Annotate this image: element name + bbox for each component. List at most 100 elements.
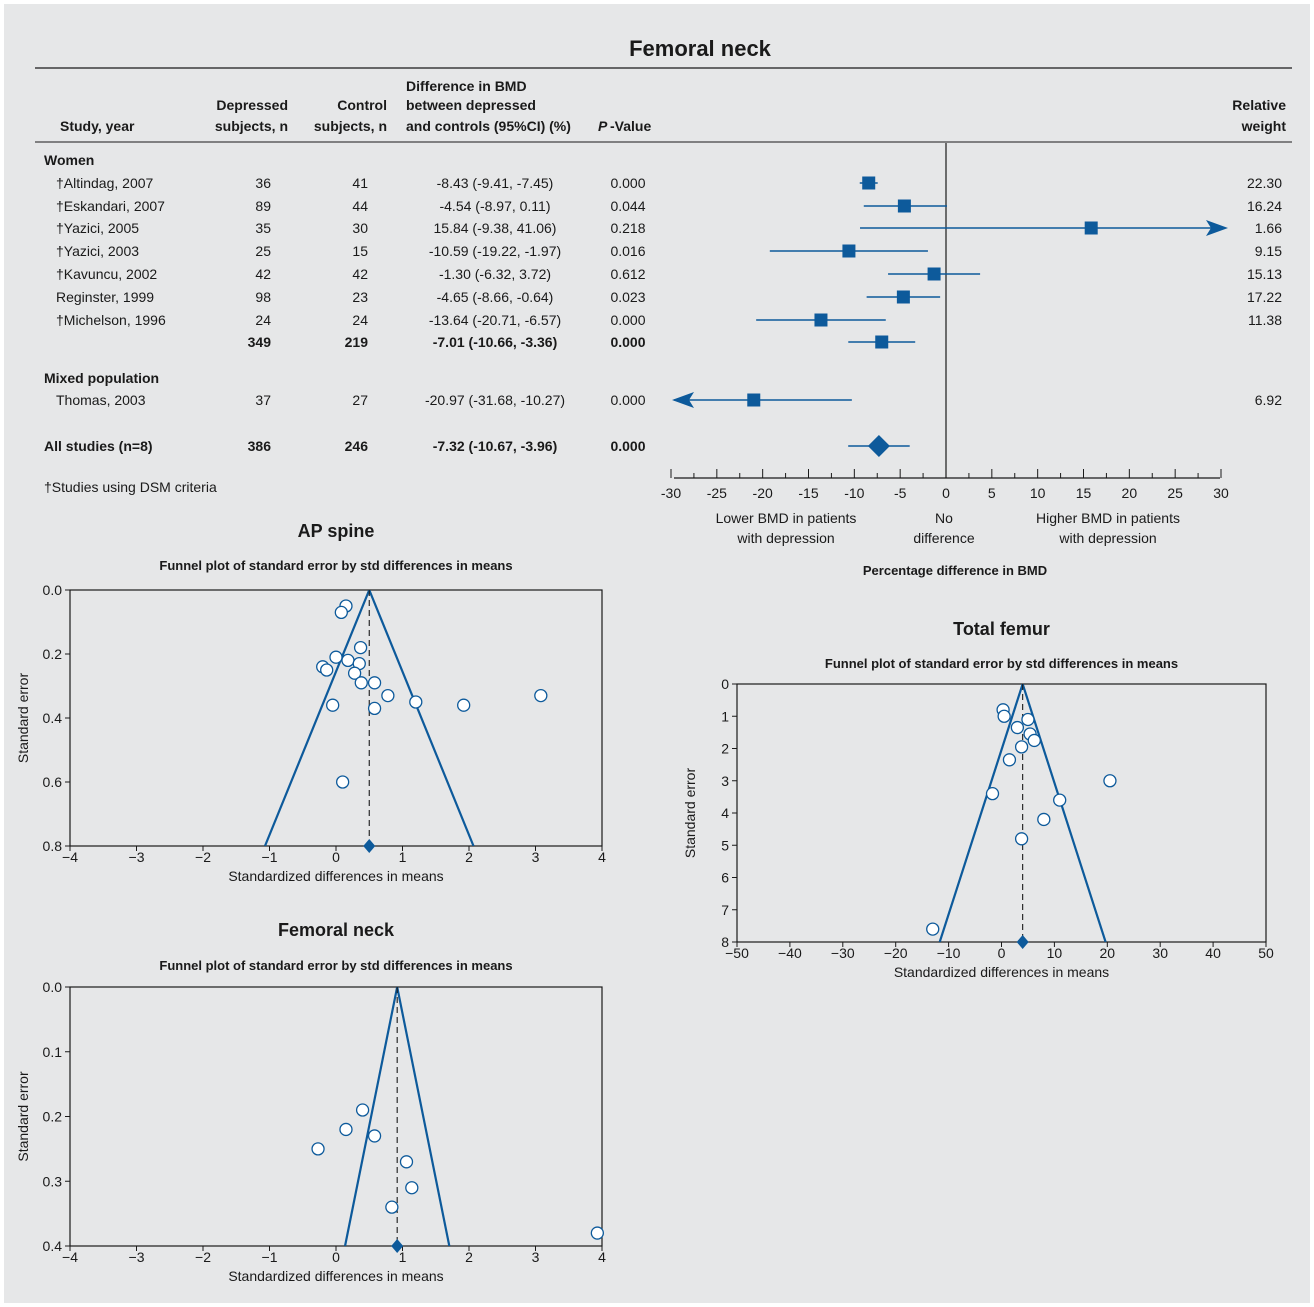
forest-x-label: Percentage difference in BMD [863,563,1047,578]
x-tick-label: 0 [332,849,340,865]
funnel-y-label: Standard error [15,1071,31,1162]
relative-weight: 22.30 [1247,175,1282,191]
y-tick-label: 3 [721,773,729,789]
study-point [1014,740,1029,754]
control-n: 42 [352,266,368,282]
plot-frame [736,683,1267,943]
difference-ci: 15.84 (-9.38, 41.06) [434,220,557,236]
study-point [457,698,471,712]
depressed-n: 89 [255,198,271,214]
study-label: †Eskandari, 2007 [56,198,165,214]
funnel-right-line [368,590,475,846]
difference-ci: -20.97 (-31.68, -10.27) [425,392,565,408]
y-tick-label: 0.0 [43,582,63,598]
footnote: †Studies using DSM criteria [44,479,217,495]
study-point [339,1122,353,1137]
caption-no-difference: No [935,510,953,526]
control-n: 24 [352,312,368,328]
forest-title: Femoral neck [629,36,772,61]
x-tick-label: -15 [798,485,818,501]
x-tick-label: −1 [262,1249,278,1265]
y-tick-label: 1 [721,708,729,724]
study-point [320,663,334,677]
caption-no-difference: difference [913,530,974,546]
study-point [1002,753,1017,767]
p-value: 0.000 [610,392,645,408]
x-tick-label: −1 [262,849,278,865]
x-tick-label: 50 [1258,945,1274,961]
header-depressed: subjects, n [215,118,288,134]
relative-weight: 11.38 [1248,312,1282,328]
x-tick-label: 3 [532,849,540,865]
summary-diamond [391,1239,404,1253]
x-tick-label: 4 [598,849,606,865]
funnel-subtitle: Funnel plot of standard error by std dif… [825,656,1178,671]
x-tick-label: −50 [725,945,749,961]
study-point [534,688,548,703]
x-tick-label: 4 [598,1249,606,1265]
study-point [367,1129,382,1143]
p-value: 0.000 [610,438,645,454]
control-n: 44 [352,198,368,214]
p-value: 0.044 [610,198,645,214]
study-point [335,775,350,789]
ci-arrow [672,392,694,408]
p-value: 0.000 [610,312,645,328]
plot-frame [69,589,603,847]
funnel-title: Femoral neck [278,920,395,940]
y-tick-label: 4 [721,805,729,821]
control-n: 30 [352,220,368,236]
header-control: subjects, n [314,118,387,134]
overall-diamond [867,435,890,457]
p-value: 0.000 [610,175,645,191]
x-tick-label: 2 [465,1249,473,1265]
funnel-y-label: Standard error [682,768,698,859]
summary-diamond [1016,935,1029,949]
study-point [1053,793,1067,807]
study-point [1103,774,1117,788]
y-tick-label: 0.0 [43,979,63,995]
study-point [367,701,382,716]
p-value: 0.023 [610,289,645,305]
p-value: 0.612 [610,266,645,282]
y-tick-label: 0.1 [43,1044,63,1060]
control-n: 219 [345,334,369,350]
y-tick-label: 8 [721,934,729,950]
relative-weight: 1.66 [1255,220,1282,236]
depressed-n: 98 [255,289,271,305]
header-pvalue: -Value [610,118,651,134]
relative-weight: 6.92 [1255,392,1282,408]
study-point [329,650,343,664]
depressed-n: 37 [255,392,271,408]
y-tick-label: 5 [721,837,729,853]
x-tick-label: 20 [1122,485,1138,501]
x-tick-label: 10 [1047,945,1063,961]
p-value: 0.218 [610,220,645,236]
study-point [311,1142,325,1156]
study-label: Thomas, 2003 [56,392,146,408]
x-tick-label: −2 [195,1249,211,1265]
x-tick-label: −20 [884,945,908,961]
point-estimate-square [842,244,856,258]
study-point [1037,812,1051,827]
x-tick-label: −3 [129,849,145,865]
difference-ci: -7.32 (-10.67, -3.96) [433,438,558,454]
x-tick-label: -25 [707,485,727,501]
plot-frame [69,986,603,1247]
difference-ci: -4.65 (-8.66, -0.64) [437,289,554,305]
x-tick-label: 1 [399,1249,407,1265]
caption-lower-bmd: Lower BMD in patients [716,510,857,526]
study-label: †Kavuncu, 2002 [56,266,157,282]
point-estimate-square [862,176,876,190]
x-tick-label: 30 [1152,945,1168,961]
x-tick-label: -20 [753,485,773,501]
header-difference: between depressed [406,97,536,113]
y-tick-label: 0.8 [43,838,63,854]
x-tick-label: −30 [831,945,855,961]
x-tick-label: -10 [844,485,864,501]
y-tick-label: 2 [721,741,729,757]
y-tick-label: 0 [721,676,729,692]
y-tick-label: 0.4 [43,710,63,726]
control-n: 246 [345,438,369,454]
